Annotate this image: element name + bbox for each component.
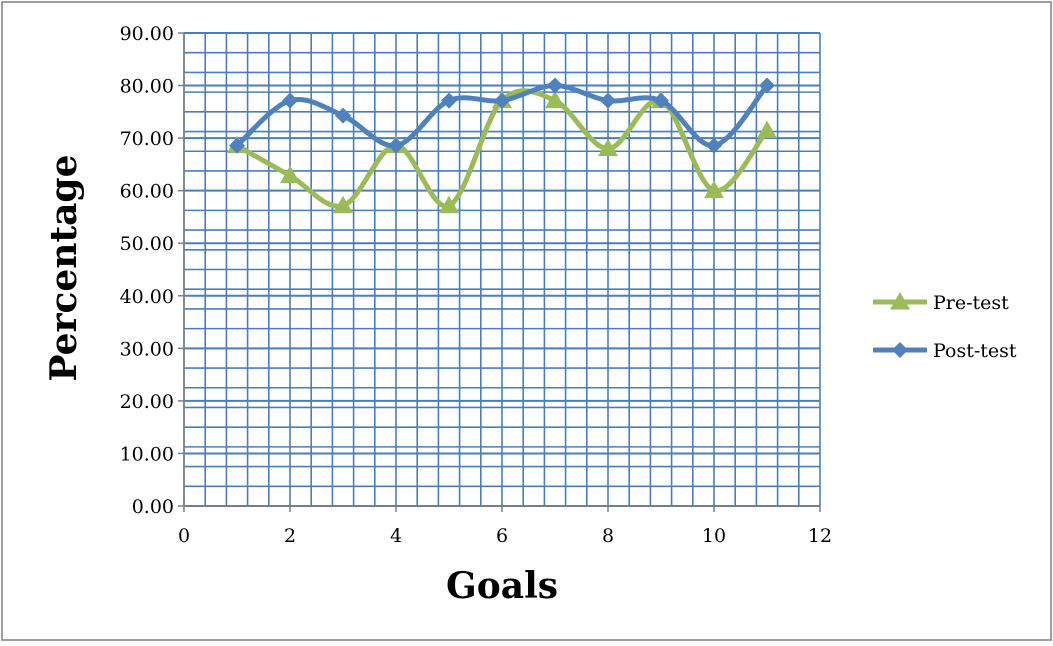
y-tick-label: 10.00 <box>120 443 174 465</box>
data-point <box>547 77 563 94</box>
data-point <box>333 195 353 214</box>
data-point <box>388 137 404 154</box>
y-tick-label: 80.00 <box>120 76 174 98</box>
y-tick-label: 30.00 <box>120 338 174 360</box>
data-point <box>706 137 722 154</box>
y-tick-label: 70.00 <box>120 128 174 150</box>
grid-layer <box>183 32 821 507</box>
y-tick-label: 0.00 <box>132 496 174 518</box>
data-point <box>494 92 510 109</box>
y-axis-title: Percentage <box>43 154 85 381</box>
y-tick-label: 50.00 <box>120 233 174 255</box>
data-point <box>439 195 459 214</box>
data-point <box>600 92 616 109</box>
legend-entry: Post-test <box>873 340 1017 362</box>
data-point <box>229 137 245 154</box>
x-tick-label: 2 <box>284 525 296 547</box>
data-point <box>335 107 351 124</box>
y-tick-label: 20.00 <box>120 391 174 413</box>
data-point <box>280 165 300 184</box>
axis-layer: 0.00 10.00 20.00 30.00 40.00 50.00 60.00 70.00 8… <box>120 23 833 547</box>
x-tick-label: 4 <box>390 525 402 547</box>
x-tick-label: 8 <box>602 525 614 547</box>
y-tick-label: 60.00 <box>120 181 174 203</box>
x-tick-label: 0 <box>178 525 190 547</box>
x-tick-label: 12 <box>808 525 832 547</box>
data-point <box>704 180 724 199</box>
label-layer: Goals Percentage <box>43 154 558 607</box>
data-point <box>441 92 457 109</box>
legend-entry: Pre-test <box>873 292 1009 314</box>
x-tick-label: 6 <box>496 525 508 547</box>
legend: Pre-test Post-test <box>873 292 1017 362</box>
legend-label: Pre-test <box>933 292 1009 314</box>
x-tick-label: 10 <box>702 525 726 547</box>
series-layer <box>227 77 777 214</box>
legend-marker <box>890 292 910 310</box>
legend-label: Post-test <box>933 340 1017 362</box>
legend-marker <box>892 342 908 358</box>
y-tick-label: 90.00 <box>120 23 174 45</box>
data-point <box>282 92 298 109</box>
data-point <box>545 90 565 109</box>
data-point <box>759 77 775 94</box>
data-point <box>598 138 618 157</box>
data-point <box>653 92 669 109</box>
series-post-test <box>229 77 775 154</box>
data-point <box>757 120 777 139</box>
x-axis-title: Goals <box>446 565 558 607</box>
y-tick-label: 40.00 <box>120 286 174 308</box>
